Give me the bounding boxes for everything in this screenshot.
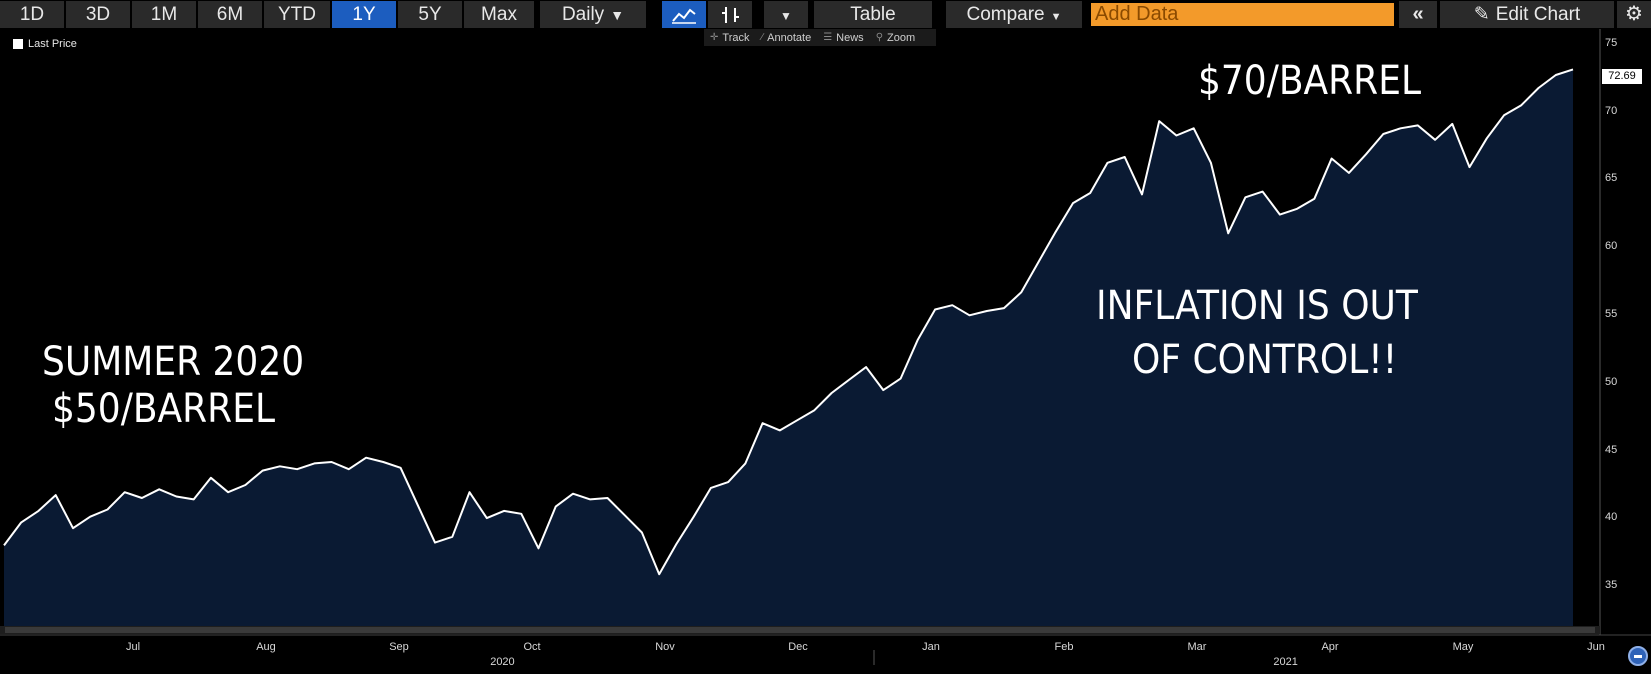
range-max-button[interactable]: Max: [464, 1, 534, 28]
magnifier-icon: ⚲: [875, 32, 884, 43]
news-label: News: [836, 31, 864, 44]
legend-label: Last Price: [28, 38, 77, 50]
x-tick-label: Jun: [1587, 641, 1605, 653]
y-tick-label: 50: [1605, 376, 1618, 388]
edit-chart-label: Edit Chart: [1495, 4, 1581, 25]
range-ytd-button[interactable]: YTD: [264, 1, 330, 28]
line-chart-icon: [672, 8, 696, 24]
news-icon: ☰: [823, 32, 833, 43]
x-tick-label: Nov: [655, 641, 675, 653]
zoom-tool[interactable]: ⚲ Zoom: [870, 32, 921, 44]
collapse-button[interactable]: «: [1399, 1, 1437, 28]
chart-type-dropdown[interactable]: ▼: [764, 1, 808, 28]
y-tick-label: 60: [1605, 240, 1618, 252]
x-tick-label: Apr: [1321, 641, 1339, 653]
y-tick-label: 70: [1605, 105, 1618, 117]
compare-dropdown[interactable]: Compare ▼: [946, 1, 1082, 28]
range-1y-button[interactable]: 1Y: [332, 1, 396, 28]
track-tool[interactable]: ✛ Track: [704, 32, 755, 44]
chart-legend: Last Price: [13, 38, 77, 50]
compare-label: Compare: [966, 4, 1045, 25]
x-tick-label: Feb: [1054, 641, 1074, 653]
range-1d-button[interactable]: 1D: [0, 1, 64, 28]
news-tool[interactable]: ☰ News: [817, 32, 869, 44]
edit-chart-button[interactable]: ✎ Edit Chart: [1440, 1, 1614, 28]
x-tick-label: Mar: [1187, 641, 1207, 653]
y-tick-label: 40: [1605, 511, 1618, 523]
settings-button[interactable]: ⚙: [1617, 1, 1651, 28]
bar-chart-type-button[interactable]: [708, 1, 752, 28]
chart-panel: Last Price ✛ Track ∕ Annotate ☰ News ⚲ Zoom …: [0, 29, 1651, 674]
x-year-label: 2021: [1273, 656, 1298, 668]
frequency-dropdown[interactable]: Daily ▼: [540, 1, 646, 28]
range-3d-button[interactable]: 3D: [66, 1, 130, 28]
x-tick-label: Aug: [256, 641, 276, 653]
line-chart-type-button[interactable]: [662, 1, 706, 28]
y-tick-label: 65: [1605, 172, 1618, 184]
table-button[interactable]: Table: [814, 1, 932, 28]
caret-down-icon: ▼: [1050, 11, 1062, 23]
range-5y-button[interactable]: 5Y: [398, 1, 462, 28]
range-1m-button[interactable]: 1M: [132, 1, 196, 28]
annotation-70-barrel: $70/BARREL: [1198, 58, 1422, 104]
gear-icon: ⚙: [1625, 3, 1643, 25]
zoom-label: Zoom: [887, 31, 916, 44]
x-tick-label: Jan: [922, 641, 940, 653]
x-tick-label: Sep: [389, 641, 409, 653]
annotate-label: Annotate: [767, 31, 812, 44]
track-label: Track: [722, 31, 750, 44]
x-tick-label: Dec: [788, 641, 808, 653]
last-price-badge: 72.69: [1602, 69, 1642, 84]
price-series-line: [3, 68, 1574, 576]
x-tick-label: Jul: [125, 641, 141, 653]
double-chevron-left-icon: «: [1412, 3, 1424, 25]
pen-icon: ∕: [761, 32, 764, 43]
y-tick-label: 45: [1605, 444, 1618, 456]
annotation-inflation-line1: INFLATION IS OUT: [1096, 283, 1418, 329]
annotation-50-barrel: $50/BARREL: [52, 386, 276, 432]
crosshair-icon: ✛: [710, 32, 719, 43]
x-year-label: 2020: [490, 656, 515, 668]
add-data-input[interactable]: [1091, 3, 1394, 26]
annotation-inflation-line2: OF CONTROL!!: [1132, 337, 1398, 383]
y-tick-label: 75: [1605, 37, 1618, 49]
x-tick-label: Oct: [523, 641, 541, 653]
chart-tools-bar: ✛ Track ∕ Annotate ☰ News ⚲ Zoom: [704, 29, 936, 46]
frequency-label: Daily: [561, 4, 605, 25]
y-tick-label: 35: [1605, 579, 1618, 591]
pencil-icon: ✎: [1473, 4, 1490, 25]
chart-toolbar: 1D 3D 1M 6M YTD 1Y 5Y Max Daily ▼ ▼ Table…: [0, 0, 1651, 29]
y-tick-label: 55: [1605, 308, 1618, 320]
legend-swatch: [13, 39, 23, 49]
time-scrollbar-thumb[interactable]: [5, 627, 1595, 633]
annotate-tool[interactable]: ∕ Annotate: [755, 32, 817, 44]
price-chart[interactable]: [0, 29, 1651, 674]
scroll-to-latest-button[interactable]: [1628, 646, 1648, 666]
range-6m-button[interactable]: 6M: [198, 1, 262, 28]
caret-down-icon: ▼: [780, 9, 792, 23]
ohlc-bars-icon: [722, 7, 739, 23]
price-area-fill: [4, 69, 1573, 626]
x-tick-label: May: [1452, 641, 1474, 653]
caret-down-icon: ▼: [610, 7, 625, 23]
annotation-summer-2020: SUMMER 2020: [42, 339, 305, 385]
